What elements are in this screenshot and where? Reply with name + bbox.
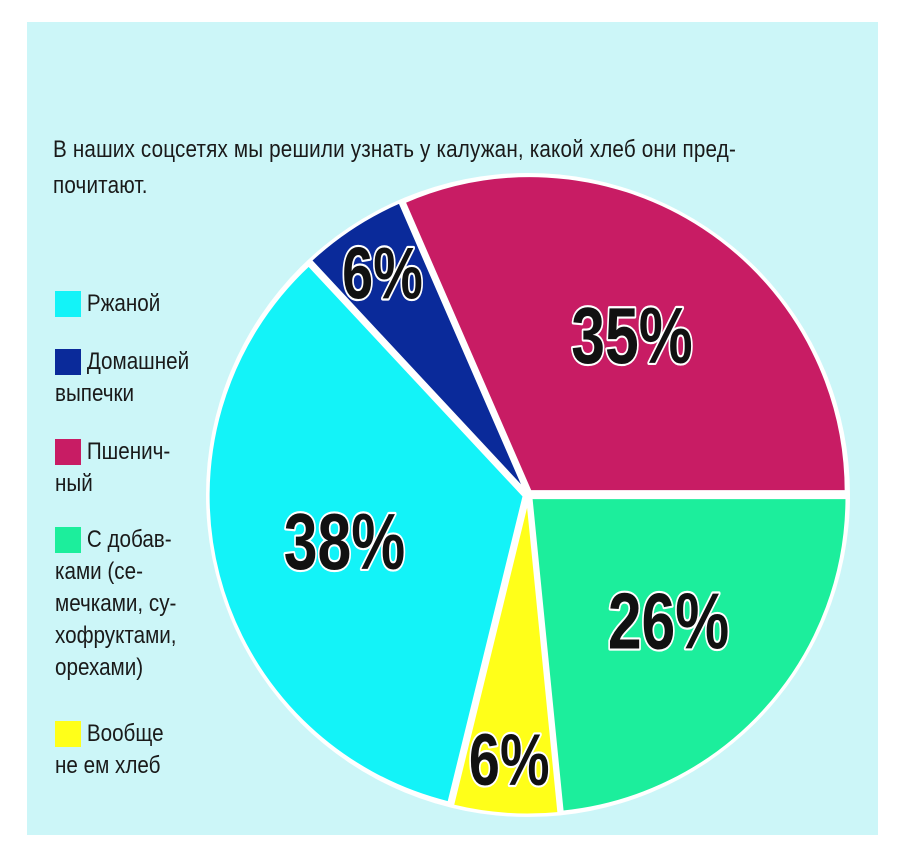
slice-label-wheat: 35% [571, 292, 692, 381]
slice-label-rye: 38% [284, 498, 405, 587]
slice-label-additives: 26% [608, 578, 729, 667]
pie-labels: 26% 6% 38% 6% 35% [282, 230, 731, 803]
slice-additives [529, 496, 849, 814]
legend-label-additives: С добав-ками (се-мечками, су-хофруктами,… [55, 526, 177, 681]
legend-swatch-homemade [55, 349, 81, 375]
slice-wheat [402, 174, 848, 494]
legend-swatch-additives [55, 527, 81, 553]
slice-homemade [308, 199, 528, 493]
legend-swatch-rye [55, 291, 81, 317]
legend-label-wheat: Пшенич-ный [55, 438, 171, 497]
legend-label-rye: Ржаной [86, 290, 161, 317]
slice-no-bread [450, 498, 561, 817]
legend-swatch-no-bread [55, 721, 81, 747]
intro-text: В наших соцсетях мы решили узнать у калу… [53, 136, 737, 199]
pie-slices [206, 174, 849, 817]
slice-label-no-bread: 6% [469, 719, 550, 801]
slice-label-homemade: 6% [342, 232, 423, 314]
slice-rye [206, 262, 526, 805]
legend-label-no-bread: Вообще не ем хлеб [55, 720, 164, 779]
legend-swatch-wheat [55, 439, 81, 465]
legend-label-homemade: Домашней выпечки [55, 348, 190, 407]
